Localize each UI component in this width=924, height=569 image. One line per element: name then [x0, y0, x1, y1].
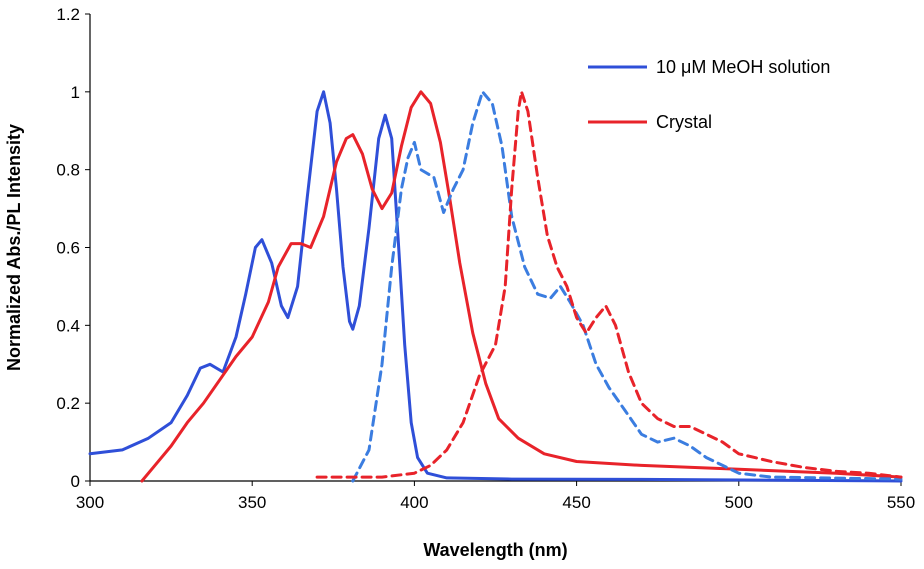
pl-series-line-3 [315, 90, 903, 479]
x-tick-label: 350 [238, 493, 266, 512]
y-axis: 0 0.2 0.4 0.6 0.8 1 1.2 [56, 5, 90, 491]
abs-series-line-1 [140, 90, 903, 483]
series-layer [88, 90, 903, 483]
y-tick-label: 0.4 [56, 316, 80, 335]
y-tick-label: 0 [71, 472, 80, 491]
x-tick-label: 300 [76, 493, 104, 512]
x-tick-label: 400 [400, 493, 428, 512]
abs-series-line-0 [88, 90, 903, 483]
x-tick-label: 500 [725, 493, 753, 512]
y-tick-label: 1.2 [56, 5, 80, 24]
y-tick-label: 0.8 [56, 161, 80, 180]
x-axis: 300 350 400 450 500 550 [76, 481, 915, 512]
x-tick-label: 550 [887, 493, 915, 512]
y-axis-label: Normalized Abs./PL Intensity [4, 124, 24, 371]
x-tick-label: 450 [562, 493, 590, 512]
legend: 10 μM MeOH solution Crystal [588, 57, 830, 132]
y-tick-label: 1 [71, 83, 80, 102]
x-axis-label: Wavelength (nm) [423, 540, 567, 560]
y-tick-label: 0.2 [56, 394, 80, 413]
legend-label: 10 μM MeOH solution [656, 57, 830, 77]
y-tick-label: 0.6 [56, 239, 80, 258]
pl-series-line-2 [351, 90, 903, 483]
legend-label: Crystal [656, 112, 712, 132]
